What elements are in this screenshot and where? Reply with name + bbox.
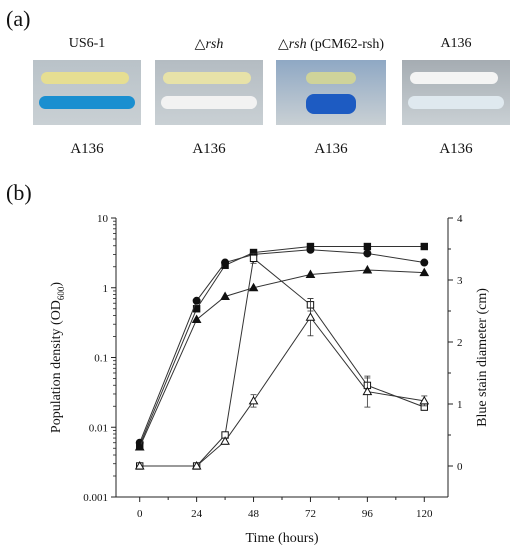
x-tick-label: 96	[362, 508, 374, 520]
data-point-triangle	[220, 291, 230, 300]
plate-top-label-italic: rsh	[288, 37, 307, 52]
data-point-triangle	[419, 267, 430, 277]
x-axis-label: Time (hours)	[246, 531, 319, 546]
y-left-label-sub: 600	[56, 286, 66, 300]
plate-top-label: △rsh (pCM62-rsh)	[266, 36, 396, 53]
x-tick-label: 72	[305, 508, 316, 520]
data-point-circle	[221, 258, 230, 267]
data-point-triangle	[248, 395, 259, 405]
y-right-tick-label: 3	[457, 275, 463, 287]
plate-top-label: US6-1	[22, 36, 152, 52]
growth-chart: 0 24 48 72 96 120 10 1 0.1 0.01 0.001 0 1 2 3 4 Time (ho…	[49, 213, 490, 546]
plate-bottom-label: A136	[70, 141, 104, 157]
data-point-square	[363, 242, 372, 251]
y-right-axis-label: Blue stain diameter (cm)	[475, 288, 490, 427]
y-right-tick-label: 2	[457, 337, 463, 349]
data-point-triangle	[220, 436, 230, 445]
y-left-tick-label: 0.01	[89, 422, 108, 434]
bottom-streak	[306, 94, 356, 114]
series-line-triangle-open	[139, 316, 425, 467]
plate-top-label-main: US6-1	[68, 36, 106, 51]
data-point-triangle	[362, 264, 373, 274]
bottom-streak	[39, 96, 135, 109]
agar-plate-photo	[402, 60, 510, 125]
data-point-circle	[420, 258, 429, 267]
bottom-streak	[161, 96, 257, 109]
data-point-triangle	[191, 460, 202, 470]
data-point-triangle	[134, 442, 145, 451]
agar-plate-photo	[155, 60, 263, 125]
data-point-triangle	[305, 269, 316, 278]
agar-plate-photo	[33, 60, 141, 125]
data-point-circle	[363, 249, 372, 258]
series-line-circle-filled	[139, 249, 425, 443]
data-point-square	[420, 242, 428, 251]
plate-bottom-label: A136	[439, 141, 473, 157]
data-point-circle	[306, 245, 315, 254]
plate-top-label-italic: rsh	[205, 37, 224, 52]
x-tick-label: 120	[416, 508, 433, 520]
y-left-tick-label: 0.001	[83, 492, 108, 504]
plate-top-label: △rsh	[144, 36, 274, 53]
y-right-tick-label: 4	[457, 213, 463, 225]
y-left-tick-label: 1	[103, 283, 109, 295]
panel-b-label: (b)	[6, 180, 32, 205]
data-point-triangle	[419, 395, 430, 405]
data-point-triangle	[191, 314, 202, 324]
top-streak	[306, 72, 356, 84]
plate-top-label-suffix: (pCM62-rsh)	[306, 37, 385, 52]
data-point-triangle	[248, 282, 259, 292]
y-left-label-main: Population density (OD	[49, 300, 64, 433]
top-streak	[410, 72, 498, 84]
y-right-tick-label: 0	[457, 461, 463, 473]
y-right-tick-label: 1	[457, 399, 463, 411]
series-line-square-open	[139, 257, 425, 467]
plate-top-label: A136	[391, 36, 521, 52]
data-point-triangle	[362, 386, 373, 396]
y-left-axis-label: Population density (OD600)	[49, 282, 66, 434]
plate-bottom-label: A136	[192, 141, 226, 157]
top-streak	[163, 72, 251, 84]
y-left-label-end: )	[49, 282, 64, 287]
plate-bottom-label: A136	[314, 141, 348, 157]
plate-top-label-main: △	[194, 37, 206, 52]
plate-top-label-main: △	[277, 37, 289, 52]
y-left-tick-label: 10	[97, 213, 109, 225]
plate-top-label-main: A136	[440, 36, 472, 51]
bottom-streak	[408, 96, 504, 109]
series-line-square-filled	[139, 246, 425, 446]
x-tick-label: 48	[248, 508, 260, 520]
panel-a-label: (a)	[6, 6, 31, 31]
x-tick-label: 24	[191, 508, 203, 520]
data-point-triangle	[134, 460, 145, 470]
agar-plate-photo	[276, 60, 386, 125]
data-point-circle	[192, 296, 201, 305]
data-point-triangle	[305, 312, 316, 321]
top-streak	[41, 72, 129, 84]
x-tick-label: 0	[137, 508, 143, 520]
data-point-square	[249, 254, 258, 262]
y-left-tick-label: 0.1	[94, 353, 108, 365]
